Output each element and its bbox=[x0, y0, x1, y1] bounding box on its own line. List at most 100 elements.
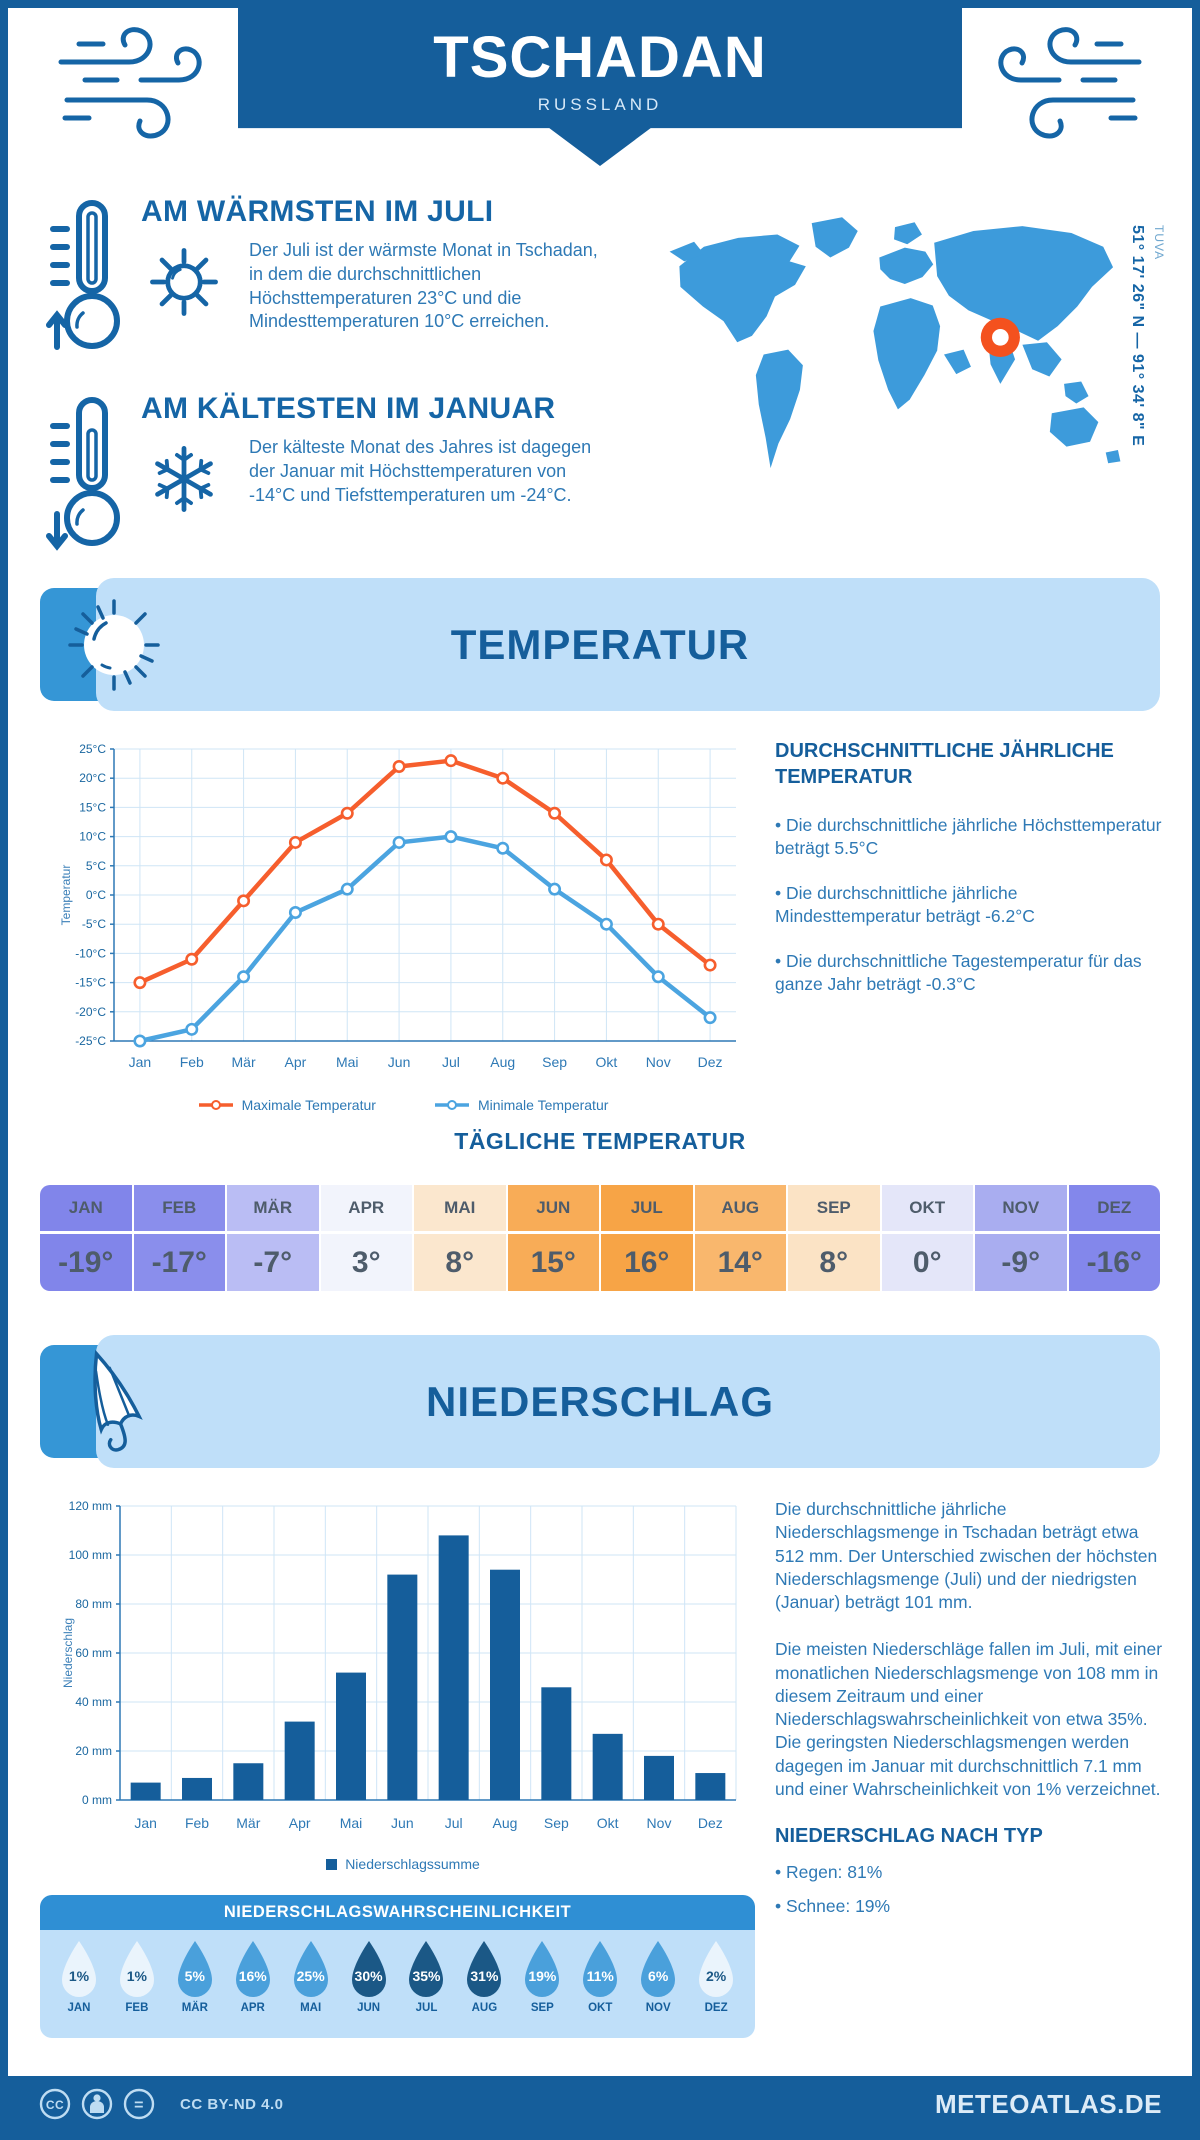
min-line-glyph bbox=[434, 1100, 469, 1110]
month-temp-value: -16° bbox=[1086, 1245, 1142, 1279]
probability-droplet-cell: 11% OKT bbox=[571, 1938, 629, 2038]
wind-icon bbox=[998, 27, 1142, 139]
month-temp-cell: JUN 15° bbox=[507, 1185, 601, 1291]
map-coordinates: 51° 17' 26" N — 91° 34' 8" E TUVA bbox=[1128, 225, 1166, 585]
bar-swatch bbox=[326, 1858, 338, 1870]
precipitation-paragraph: Die durchschnittliche jährliche Niedersc… bbox=[775, 1499, 1158, 1613]
precipitation-chart-legend: Niederschlagssumme bbox=[58, 1856, 748, 1872]
svg-text:80 mm: 80 mm bbox=[75, 1597, 112, 1611]
svg-text:Dez: Dez bbox=[698, 1054, 723, 1070]
precip-bar bbox=[592, 1733, 623, 1800]
precip-bar bbox=[336, 1672, 366, 1800]
svg-text:Okt: Okt bbox=[597, 1815, 619, 1831]
month-temp-cell: NOV -9° bbox=[975, 1185, 1069, 1291]
month-temp-value: 16° bbox=[624, 1245, 670, 1279]
footer: CC = CC BY-ND 4.0 METEOATLAS.DE bbox=[8, 2076, 1192, 2132]
world-map bbox=[669, 217, 1121, 469]
temperature-line-chart: -25°C -20°C -15°C -10°C -5°C 0°C 5°C 10°C 15°C 20… bbox=[59, 742, 736, 1070]
probability-value: 31% bbox=[470, 1968, 499, 1984]
probability-droplet-cell: 31% AUG bbox=[455, 1938, 513, 2038]
svg-text:Temperatur: Temperatur bbox=[59, 865, 73, 926]
probability-month-label: OKT bbox=[588, 2002, 613, 2014]
month-temp-cell: AUG 14° bbox=[694, 1185, 788, 1291]
month-label: JAN bbox=[40, 1185, 132, 1234]
page-subtitle: RUSSLAND bbox=[537, 95, 663, 114]
precipitation-section-title: NIEDERSCHLAG bbox=[425, 1377, 775, 1425]
month-temp-cell: FEB -17° bbox=[133, 1185, 227, 1291]
month-temp-value: 8° bbox=[445, 1245, 475, 1279]
svg-text:0 mm: 0 mm bbox=[82, 1793, 112, 1807]
sun-icon bbox=[150, 248, 218, 316]
svg-text:CC: CC bbox=[46, 2098, 64, 2112]
svg-text:Mai: Mai bbox=[340, 1815, 363, 1831]
droplet-icon bbox=[409, 1941, 444, 1997]
svg-text:0°C: 0°C bbox=[86, 888, 106, 902]
precip-bar bbox=[541, 1687, 572, 1800]
month-temp-value: -17° bbox=[151, 1245, 207, 1279]
legend-max-label: Maximale Temperatur bbox=[241, 1097, 376, 1113]
temperature-section-banner: TEMPERATUR bbox=[40, 578, 1160, 711]
coordinates-label: 51° 17' 26" N — 91° 34' 8" E bbox=[1129, 225, 1146, 447]
svg-text:10°C: 10°C bbox=[79, 830, 106, 844]
data-point bbox=[185, 1022, 199, 1036]
legend-precip-sum: Niederschlagssumme bbox=[326, 1856, 480, 1872]
month-temp-value: 0° bbox=[912, 1245, 942, 1279]
month-label: JUN bbox=[507, 1185, 599, 1234]
probability-month-label: APR bbox=[240, 2002, 265, 2014]
daily-temperature-title: TÄGLICHE TEMPERATUR bbox=[454, 1128, 746, 1154]
probability-droplet-cell: 16% APR bbox=[224, 1938, 282, 2038]
precip-bar bbox=[387, 1574, 418, 1800]
data-point bbox=[340, 806, 354, 820]
svg-text:Jun: Jun bbox=[391, 1815, 414, 1831]
svg-text:Feb: Feb bbox=[185, 1815, 209, 1831]
precip-bar bbox=[695, 1773, 726, 1800]
svg-text:Dez: Dez bbox=[698, 1815, 723, 1831]
svg-text:Mär: Mär bbox=[236, 1815, 260, 1831]
precipitation-section-banner: NIEDERSCHLAG bbox=[40, 1335, 1160, 1468]
month-label: SEP bbox=[788, 1185, 880, 1234]
annual-temperature-bullets: • Die durchschnittliche jährliche Höchst… bbox=[775, 814, 1167, 997]
droplet-icon bbox=[293, 1941, 328, 1997]
data-point bbox=[288, 835, 302, 849]
month-label: AUG bbox=[694, 1185, 786, 1234]
month-temp-value: -19° bbox=[58, 1245, 114, 1279]
month-label: NOV bbox=[975, 1185, 1067, 1234]
probability-title: NIEDERSCHLAGSWAHRSCHEINLICHKEIT bbox=[40, 1895, 755, 1930]
legend-min-label: Minimale Temperatur bbox=[477, 1097, 609, 1113]
site-name: METEOATLAS.DE bbox=[934, 2088, 1162, 2119]
probability-value: 30% bbox=[354, 1968, 383, 1984]
month-temp-value: 8° bbox=[819, 1245, 849, 1279]
svg-text:Mär: Mär bbox=[232, 1054, 256, 1070]
svg-text:Apr: Apr bbox=[285, 1054, 307, 1070]
probability-droplet-cell: 19% SEP bbox=[513, 1938, 571, 2038]
month-label: JUL bbox=[601, 1185, 693, 1234]
data-point bbox=[651, 917, 665, 931]
svg-text:-5°C: -5°C bbox=[82, 917, 106, 931]
droplet-icon bbox=[119, 1941, 154, 1997]
data-point bbox=[548, 882, 562, 896]
data-point bbox=[392, 835, 406, 849]
svg-text:Jul: Jul bbox=[442, 1054, 460, 1070]
probability-month-label: DEZ bbox=[704, 2002, 728, 2014]
probability-value: 11% bbox=[586, 1968, 614, 1984]
license-label: CC BY-ND 4.0 bbox=[180, 2095, 284, 2113]
precipitation-type-bullet: • Regen: 81% bbox=[775, 1862, 883, 1883]
data-point bbox=[185, 952, 199, 966]
data-point bbox=[340, 882, 354, 896]
license-block: CC = CC BY-ND 4.0 bbox=[38, 2087, 284, 2121]
svg-text:5°C: 5°C bbox=[86, 859, 106, 873]
droplet-icon bbox=[177, 1941, 212, 1997]
probability-value: 6% bbox=[648, 1968, 669, 1984]
probability-droplet-cell: 5% MÄR bbox=[166, 1938, 224, 2038]
banner-body bbox=[96, 578, 1160, 711]
data-point bbox=[392, 760, 406, 774]
svg-text:-20°C: -20°C bbox=[75, 1005, 106, 1019]
month-temp-value: 15° bbox=[530, 1245, 576, 1279]
svg-text:Niederschlag: Niederschlag bbox=[61, 1618, 75, 1688]
svg-text:Jan: Jan bbox=[129, 1054, 152, 1070]
precipitation-type-title: NIEDERSCHLAG NACH TYP bbox=[775, 1825, 1043, 1848]
probability-value: 19% bbox=[528, 1968, 557, 1984]
svg-text:Aug: Aug bbox=[493, 1815, 518, 1831]
month-temp-cell: MAI 8° bbox=[414, 1185, 508, 1291]
